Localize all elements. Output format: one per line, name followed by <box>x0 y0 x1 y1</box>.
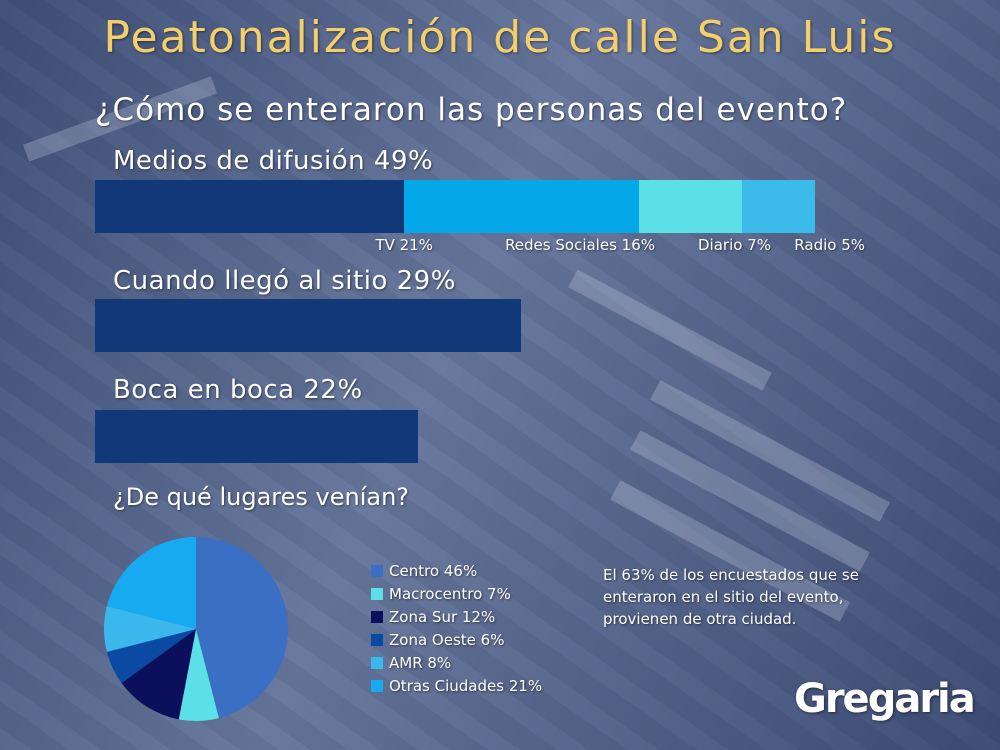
legend-label: Macrocentro 7% <box>389 585 511 603</box>
bar-segment-tv <box>95 180 404 233</box>
legend-item: AMR 8% <box>371 654 451 672</box>
legend-item: Centro 46% <box>371 562 477 580</box>
question-origin: ¿De qué lugares venían? <box>113 483 410 511</box>
segment-label: Diario 7% <box>698 236 771 254</box>
legend-swatch <box>371 634 383 646</box>
legend-label: Zona Oeste 6% <box>389 631 505 649</box>
legend-item: Zona Oeste 6% <box>371 631 504 649</box>
legend-label: Zona Sur 12% <box>389 608 496 626</box>
segment-label: Redes Sociales 16% <box>505 236 655 254</box>
legend-swatch <box>371 657 383 669</box>
legend-label: Centro 46% <box>389 562 478 580</box>
bar-label-boca: Boca en boca 22% <box>113 375 363 405</box>
legend-swatch <box>371 588 383 600</box>
bar-boca <box>95 410 419 463</box>
legend-item: Zona Sur 12% <box>371 608 495 626</box>
page-title: Peatonalización de calle San Luis <box>103 12 897 63</box>
segment-label: Radio 5% <box>794 236 865 254</box>
bar-segment-redes <box>403 180 639 233</box>
bar-label-sitio: Cuando llegó al sitio 29% <box>113 266 456 296</box>
legend-swatch <box>371 680 383 692</box>
note-line: enteraron en el sitio del evento, <box>603 588 844 606</box>
bar-label-medios: Medios de difusión 49% <box>113 146 434 176</box>
legend-item: Otras Ciudades 21% <box>371 677 542 695</box>
note-line: provienen de otra ciudad. <box>603 610 797 628</box>
legend-swatch <box>371 565 383 577</box>
legend-label: AMR 8% <box>389 654 452 672</box>
segment-label: TV 21% <box>375 236 433 254</box>
legend-swatch <box>371 611 383 623</box>
bar-sitio <box>95 299 522 352</box>
bar-segment-radio <box>741 180 815 233</box>
bar-segment-diario <box>638 180 742 233</box>
note-line: El 63% de los encuestados que se <box>603 566 859 584</box>
gregaria-logo: Gregaria <box>794 676 976 722</box>
legend-item: Macrocentro 7% <box>371 585 511 603</box>
legend-label: Otras Ciudades 21% <box>389 677 543 695</box>
note-text: El 63% de los encuestados que se enterar… <box>603 564 859 630</box>
crosswalk-stripe <box>568 269 772 391</box>
question-how-heard: ¿Cómo se enteraron las personas del even… <box>95 92 848 128</box>
